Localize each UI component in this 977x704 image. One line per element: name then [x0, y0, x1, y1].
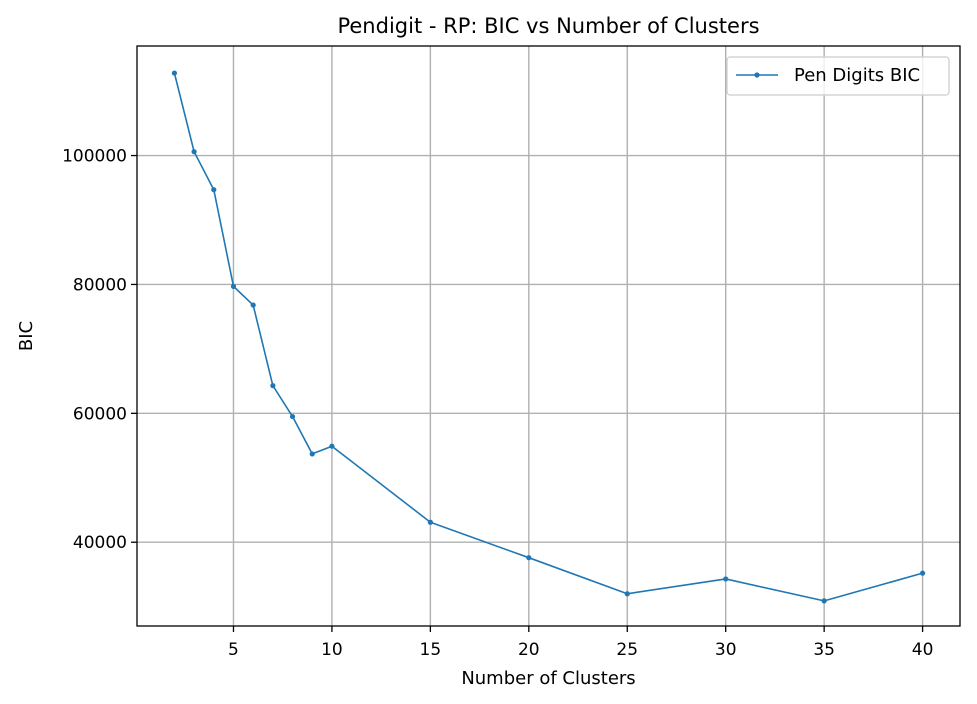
data-point	[289, 413, 296, 420]
data-point	[250, 302, 256, 308]
legend-marker-swatch	[754, 72, 760, 78]
data-point	[270, 383, 276, 389]
y-tick-label: 100000	[62, 147, 127, 167]
x-tick-label: 10	[321, 640, 343, 660]
y-axis-label: BIC	[16, 321, 37, 351]
x-tick-label: 40	[912, 640, 934, 660]
series-layer	[171, 70, 926, 604]
chart-title: Pendigit - RP: BIC vs Number of Clusters	[337, 14, 759, 38]
x-tick-label: 25	[616, 640, 638, 660]
data-point	[526, 555, 532, 561]
data-point	[624, 591, 630, 597]
ticks: 5 10 15 20 25 30 35 40 40000 60000 80000 100000	[62, 147, 933, 660]
x-tick-label: 5	[228, 640, 239, 660]
y-tick-label: 40000	[73, 533, 127, 553]
data-point	[427, 519, 433, 525]
legend: Pen Digits BIC	[726, 56, 950, 96]
x-tick-label: 20	[518, 640, 540, 660]
y-tick-label: 60000	[73, 404, 127, 424]
data-point	[230, 283, 237, 289]
x-tick-label: 35	[813, 640, 835, 660]
data-point	[329, 443, 335, 449]
x-axis-label: Number of Clusters	[461, 668, 635, 689]
data-point	[919, 570, 926, 576]
x-tick-label: 30	[715, 640, 737, 660]
grid	[137, 46, 960, 626]
data-point	[723, 576, 729, 582]
y-tick-label: 80000	[73, 275, 127, 295]
data-point	[211, 187, 217, 193]
data-point	[171, 70, 178, 76]
legend-box	[726, 56, 950, 96]
data-point	[309, 451, 315, 457]
x-tick-label: 15	[420, 640, 442, 660]
data-point	[821, 598, 827, 604]
legend-label: Pen Digits BIC	[794, 65, 920, 86]
data-point	[191, 149, 197, 155]
axes-frame	[136, 45, 961, 627]
